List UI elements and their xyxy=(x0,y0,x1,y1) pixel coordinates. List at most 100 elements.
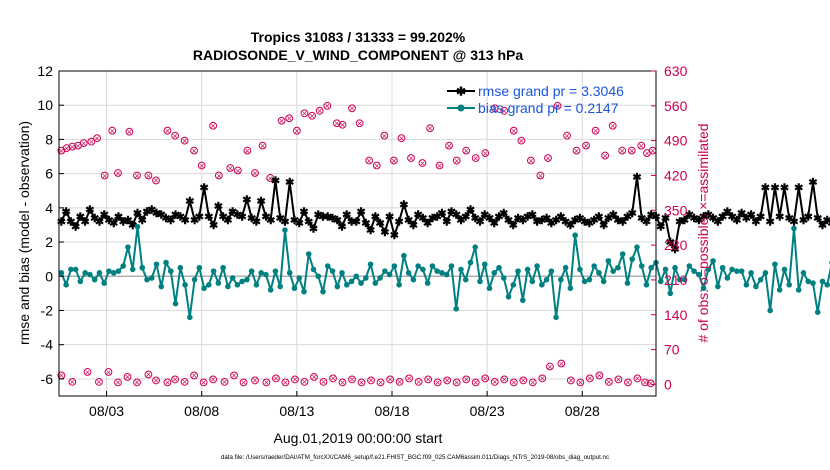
bias-point xyxy=(372,280,379,286)
obs-assimilated-marker: × xyxy=(340,378,345,388)
obs-assimilated-marker: × xyxy=(454,156,459,166)
obs-assimilated-marker: × xyxy=(397,377,402,387)
rmse-point: ✱ xyxy=(342,210,351,222)
bias-point xyxy=(110,270,117,276)
bias-point xyxy=(477,278,483,285)
bias-point xyxy=(529,278,536,285)
y2-tick-label: 630 xyxy=(664,63,688,79)
bias-point xyxy=(757,276,764,283)
obs-possible-marker xyxy=(209,375,218,384)
bias-point xyxy=(439,270,445,276)
bias-point xyxy=(248,268,255,274)
rmse-point: ✱ xyxy=(827,218,830,230)
rmse-point: ✱ xyxy=(685,210,694,222)
rmse-point: ✱ xyxy=(480,210,489,222)
rmse-point: ✱ xyxy=(399,199,408,211)
rmse-point: ✱ xyxy=(295,218,304,230)
bias-point xyxy=(139,264,146,271)
obs-assimilated-marker: × xyxy=(268,173,273,183)
rmse-point: ✱ xyxy=(176,211,185,223)
bias-point xyxy=(667,290,674,297)
y2-tick-label: 490 xyxy=(664,133,688,149)
y-axis-label: rmse and bias (model - observation) xyxy=(16,121,32,345)
bias-point xyxy=(115,268,122,274)
bias-point xyxy=(225,283,231,290)
obs-possible-marker xyxy=(291,375,299,384)
rmse-point: ✱ xyxy=(680,215,689,227)
rmse-point: ✱ xyxy=(561,217,570,229)
bias-point xyxy=(629,256,636,262)
rmse-point: ✱ xyxy=(71,222,80,234)
bias-point xyxy=(363,275,369,281)
rmse-point: ✱ xyxy=(171,210,180,222)
bias-point xyxy=(405,270,412,276)
obs-possible-marker xyxy=(209,121,218,130)
obs-assimilated-marker: × xyxy=(648,379,653,389)
rmse-point: ✱ xyxy=(551,215,560,227)
bias-point xyxy=(187,314,193,321)
bias-point xyxy=(106,268,112,274)
bias-point xyxy=(520,297,526,304)
rmse-point: ✱ xyxy=(666,237,675,249)
obs-assimilated-marker: × xyxy=(492,104,497,114)
obs-possible-marker xyxy=(95,378,103,386)
obs-possible-marker xyxy=(163,126,172,135)
rmse-point: ✱ xyxy=(385,211,394,223)
obs-assimilated-marker: × xyxy=(191,371,196,381)
obs-assimilated-marker: × xyxy=(427,124,432,134)
bias-point xyxy=(391,263,398,269)
rmse-point: ✱ xyxy=(228,206,237,218)
rmse-point: ✱ xyxy=(299,206,308,218)
bias-point xyxy=(800,270,807,276)
rmse-point: ✱ xyxy=(628,208,637,220)
obs-possible-marker xyxy=(490,378,499,386)
bias-point xyxy=(634,244,640,250)
obs-possible-marker xyxy=(230,371,238,380)
obs-possible-marker xyxy=(108,126,117,135)
bias-point xyxy=(672,264,678,271)
obs-assimilated-marker: × xyxy=(473,153,478,163)
legend-label-bias: bias grand pr = 0.2147 xyxy=(478,100,619,116)
bias-point xyxy=(358,280,364,286)
obs-assimilated-marker: × xyxy=(294,126,299,136)
bias-point xyxy=(453,305,460,312)
obs-assimilated-marker: × xyxy=(511,378,516,388)
obs-possible-marker xyxy=(526,156,535,165)
rmse-point: ✱ xyxy=(571,215,580,227)
bias-point xyxy=(286,270,293,276)
bias-point xyxy=(382,268,388,274)
rmse-point: ✱ xyxy=(437,208,446,220)
bias-point xyxy=(253,282,260,288)
obs-possible-marker xyxy=(332,119,341,128)
rmse-point: ✱ xyxy=(261,211,270,223)
obs-assimilated-marker: × xyxy=(416,377,421,387)
obs-assimilated-marker: × xyxy=(464,375,469,385)
rmse-point: ✱ xyxy=(742,213,751,225)
rmse-point: ✱ xyxy=(199,182,208,194)
obs-assimilated-marker: × xyxy=(330,374,335,384)
legend-marker-bias xyxy=(457,104,465,112)
obs-possible-marker xyxy=(414,378,423,386)
obs-possible-marker xyxy=(376,378,385,387)
rmse-point: ✱ xyxy=(789,217,798,229)
bias-point xyxy=(786,282,792,288)
rmse-point: ✱ xyxy=(238,211,247,223)
rmse-point: ✱ xyxy=(442,217,451,229)
obs-possible-marker xyxy=(104,368,113,376)
obs-assimilated-marker: × xyxy=(540,374,545,384)
obs-possible-marker xyxy=(87,137,96,146)
bias-point xyxy=(772,261,778,268)
rmse-point: ✱ xyxy=(352,217,361,229)
bias-point xyxy=(577,266,583,273)
y-tick-label: 6 xyxy=(45,166,53,182)
bias-point xyxy=(210,268,217,274)
rmse-point: ✱ xyxy=(456,215,465,227)
obs-possible-marker xyxy=(641,378,649,387)
obs-possible-marker xyxy=(633,374,642,383)
rmse-point: ✱ xyxy=(409,220,418,232)
rmse-point: ✱ xyxy=(761,182,770,194)
rmse-point: ✱ xyxy=(266,215,275,227)
bias-point xyxy=(567,285,574,292)
obs-possible-marker xyxy=(509,126,518,135)
bias-point xyxy=(481,261,488,268)
